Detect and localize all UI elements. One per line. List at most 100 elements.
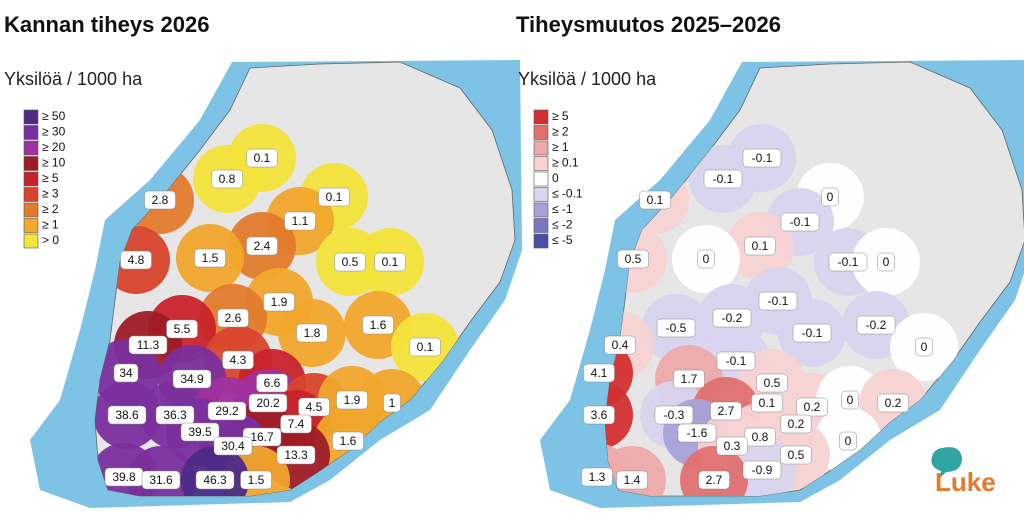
region-label: -0.9 [752, 463, 773, 477]
labels: 0.1 0.8 0.1 2.8 1.1 2.4 1.5 4.8 0.5 0.1 1.9 2.6 1.8 1… [23, 109, 933, 490]
legend-swatch [533, 187, 549, 202]
label-box [318, 187, 350, 207]
region-label: 4.1 [591, 366, 608, 380]
label-box [194, 248, 226, 268]
region-label: 0.1 [254, 151, 271, 165]
region-label: 0.8 [219, 172, 236, 186]
region-label: 0.1 [417, 340, 434, 354]
logo-text: Luke [935, 467, 996, 497]
legend-swatch [533, 109, 549, 125]
region-label: 2.4 [254, 239, 271, 253]
region-label: 7.4 [288, 417, 305, 431]
region-label: -1.6 [687, 426, 708, 440]
legend-label: ≤ -1 [552, 202, 573, 216]
region-label: 1.7 [681, 372, 698, 386]
legend-label: 0 [552, 171, 559, 185]
label-box [276, 445, 316, 465]
legend-swatch [533, 125, 549, 140]
legend-swatch [23, 109, 39, 125]
label-box [211, 169, 243, 189]
region-label: 3.6 [591, 408, 608, 422]
region-label: 0 [921, 340, 928, 354]
region-label: -0.1 [726, 354, 747, 368]
label-box [716, 351, 756, 371]
region-label: 0.2 [788, 417, 805, 431]
label-box [915, 337, 933, 357]
region-label: -0.1 [752, 151, 773, 165]
label-box [336, 390, 368, 410]
label-box [298, 397, 330, 417]
region-label: 39.5 [188, 425, 212, 439]
label-box [742, 460, 782, 480]
label-box [742, 148, 782, 168]
label-box [332, 431, 364, 451]
unit-label: Yksilöä / 1000 ha [518, 69, 657, 89]
region-label: 1.1 [292, 214, 309, 228]
region-label: 36.3 [163, 408, 187, 422]
region-label: 1.5 [248, 473, 265, 487]
legend-label: ≤ -2 [552, 218, 573, 232]
region-label: 0.5 [625, 252, 642, 266]
region-label: 0 [883, 255, 890, 269]
legend-label: ≥ 30 [42, 125, 66, 139]
legend-label: ≥ 2 [42, 202, 59, 216]
label-box [841, 390, 859, 410]
label-box [656, 318, 696, 338]
legend-label: ≥ 1 [42, 218, 59, 232]
label-box [107, 405, 147, 425]
region-label: 1.8 [304, 326, 321, 340]
region-label: 16.7 [250, 430, 274, 444]
region-label: 29.2 [215, 404, 239, 418]
region-label: 1.6 [340, 434, 357, 448]
region-label: 0.1 [647, 193, 664, 207]
region-label: 0 [827, 190, 834, 204]
label-box [780, 414, 812, 434]
label-box [751, 393, 783, 413]
region-label: -0.1 [838, 255, 859, 269]
label-box [617, 249, 649, 269]
label-box [698, 470, 730, 490]
label-box [639, 190, 671, 210]
label-box [821, 187, 839, 207]
region-label: 1 [389, 396, 396, 410]
label-box [240, 470, 272, 490]
label-box [792, 323, 832, 343]
region-label: 1.5 [202, 251, 219, 265]
label-box [697, 249, 715, 269]
legend-swatch [23, 233, 39, 249]
region-label: 34 [119, 366, 133, 380]
region-label: -0.5 [666, 321, 687, 335]
label-box [213, 436, 253, 456]
region-label: 0.4 [612, 338, 629, 352]
logo: Luke [931, 447, 996, 497]
label-box [195, 470, 235, 490]
region-label: 0.5 [764, 376, 781, 390]
legend-label: ≥ 20 [42, 140, 66, 154]
legend-swatch [23, 156, 39, 171]
region-label: 38.6 [115, 408, 139, 422]
region-label: 20.2 [256, 396, 280, 410]
region-label: 0.3 [724, 439, 741, 453]
legend-swatch [23, 140, 39, 156]
label-box [296, 323, 328, 343]
legend-swatch [533, 233, 549, 249]
legend-swatch [23, 218, 39, 233]
label-box [581, 467, 613, 487]
region-label: 0.8 [752, 430, 769, 444]
label-box [141, 470, 181, 490]
label-box [263, 292, 295, 312]
label-box [780, 212, 820, 232]
label-box [712, 308, 752, 328]
region-label: 0 [845, 434, 852, 448]
label-box [856, 315, 896, 335]
region-label: 2.8 [152, 193, 169, 207]
label-box [677, 423, 717, 443]
label-box [217, 308, 249, 328]
label-box [374, 252, 406, 272]
label-box [828, 252, 868, 272]
region-label: 2.7 [706, 473, 723, 487]
label-box [780, 445, 812, 465]
legend-swatch [533, 156, 549, 171]
label-box [877, 393, 909, 413]
region-label: 2.6 [225, 311, 242, 325]
